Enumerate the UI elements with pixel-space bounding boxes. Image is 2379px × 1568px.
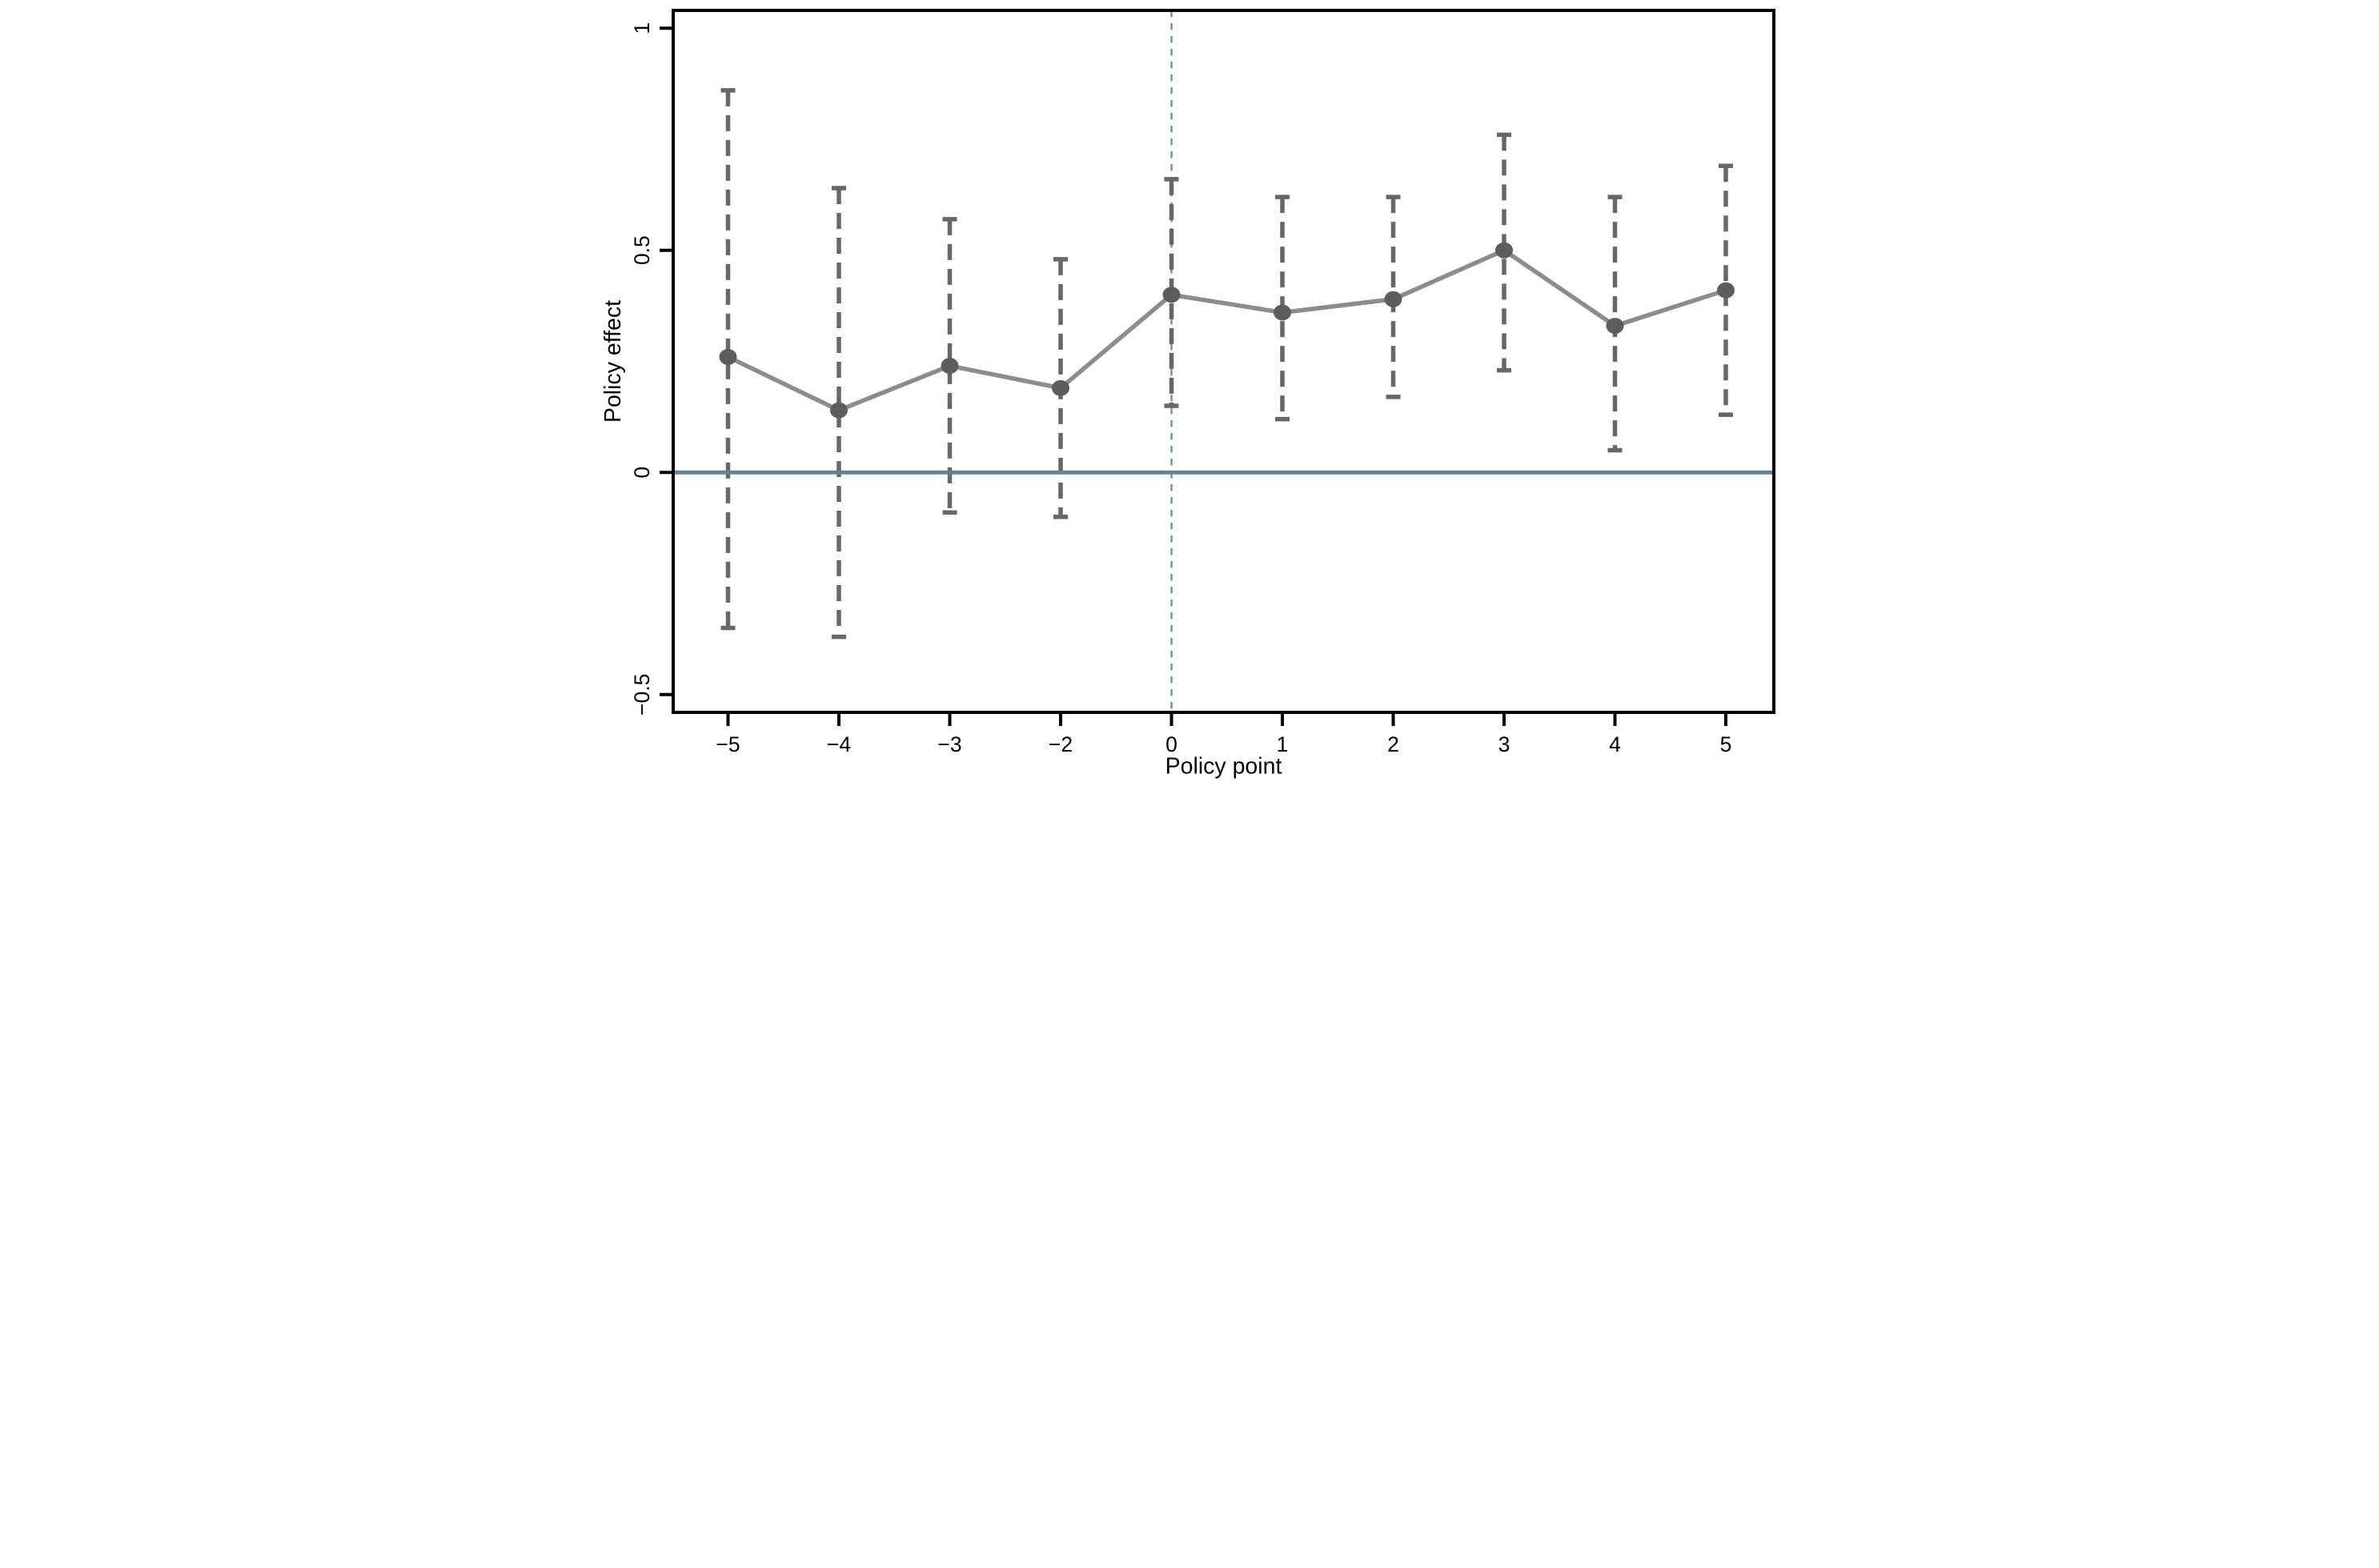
x-tick-label: −4 [827, 732, 851, 756]
event-study-chart-container: −0.5 0 0.5 1 −5 −4 −3 −2 0 1 2 3 4 5 Policy effect Po… [595, 0, 1784, 784]
y-tick-label: 1 [630, 22, 654, 34]
x-tick-label: −2 [1049, 732, 1073, 756]
y-tick-label: 0.5 [630, 235, 654, 265]
data-point-marker [830, 402, 848, 419]
data-point-marker [1162, 287, 1181, 303]
y-axis-title: Policy effect [600, 300, 626, 423]
data-point-marker [1717, 282, 1735, 299]
data-point-marker [1052, 379, 1069, 396]
data-point-marker [719, 348, 737, 365]
data-point-marker [1606, 318, 1624, 335]
x-tick-label: 0 [1165, 732, 1177, 756]
trend-line [727, 247, 1727, 413]
x-tick-label: 3 [1498, 732, 1510, 756]
y-tick-label: 0 [630, 467, 654, 479]
y-tick-label: −0.5 [630, 674, 654, 716]
x-tick-label: 2 [1387, 732, 1399, 756]
data-point-marker [941, 358, 959, 375]
policy-effect-chart: −0.5 0 0.5 1 −5 −4 −3 −2 0 1 2 3 4 5 Policy effect Po… [600, 9, 1775, 780]
plot-border [672, 9, 1775, 714]
data-point-marker [1384, 291, 1402, 307]
x-axis-title: Policy point [1165, 754, 1282, 780]
data-point-marker [1274, 304, 1291, 321]
x-tick-label: −5 [716, 732, 740, 756]
x-tick-label: −3 [937, 732, 961, 756]
data-point-marker [1495, 242, 1513, 259]
x-tick-label: 5 [1720, 732, 1732, 756]
plot-layer: −0.5 0 0.5 1 −5 −4 −3 −2 0 1 2 3 4 5 [630, 9, 1775, 756]
x-tick-label: 4 [1609, 732, 1621, 756]
x-tick-label: 1 [1277, 732, 1289, 756]
